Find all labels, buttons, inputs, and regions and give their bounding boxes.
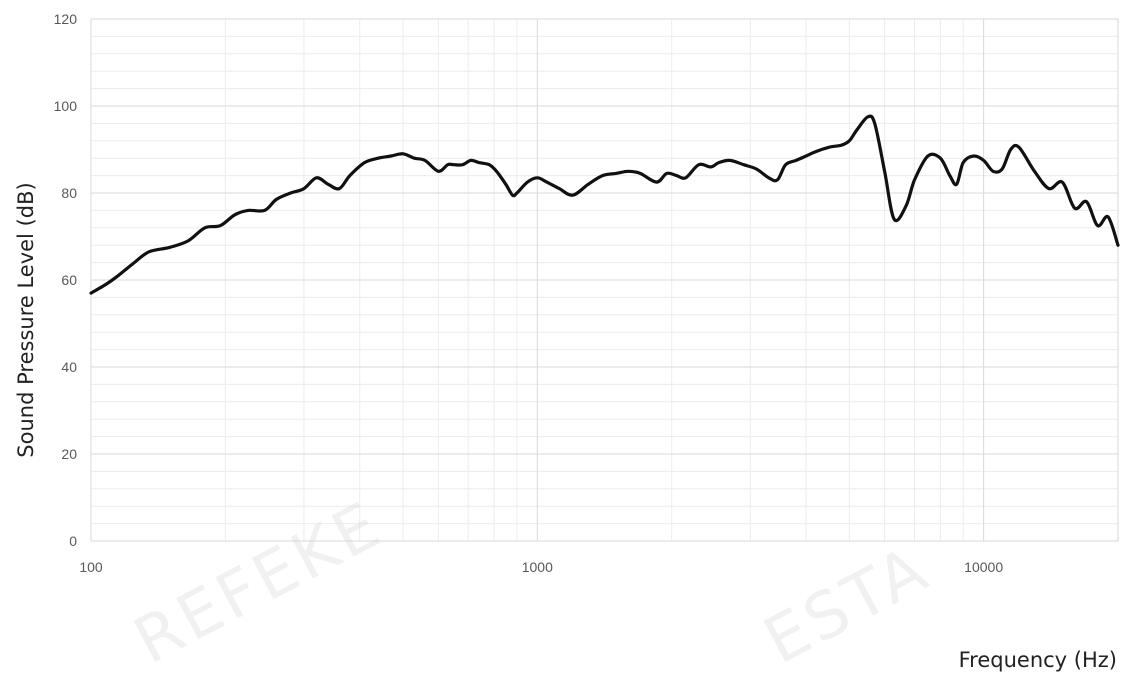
x-tick-label: 10000 bbox=[964, 559, 1003, 575]
y-tick-label: 80 bbox=[61, 185, 77, 201]
y-tick-label: 0 bbox=[69, 533, 77, 549]
y-axis-title: Sound Pressure Level (dB) bbox=[14, 182, 38, 457]
plot-border bbox=[90, 18, 1119, 542]
x-tick-label: 1000 bbox=[522, 559, 553, 575]
x-axis-title: Frequency (Hz) bbox=[959, 648, 1117, 672]
y-tick-label: 20 bbox=[61, 446, 77, 462]
spl-response-line bbox=[89, 114, 1120, 295]
y-tick-label: 120 bbox=[54, 11, 78, 27]
y-tick-label: 100 bbox=[54, 98, 78, 114]
x-tick-label: 100 bbox=[79, 559, 103, 575]
y-tick-label: 60 bbox=[61, 272, 77, 288]
y-axis-tick-labels: 0 20 40 60 80 100 120 bbox=[54, 11, 78, 549]
series-layer bbox=[89, 114, 1120, 295]
x-axis-tick-labels: 100 1000 10000 bbox=[79, 559, 1003, 575]
y-tick-label: 40 bbox=[61, 359, 77, 375]
